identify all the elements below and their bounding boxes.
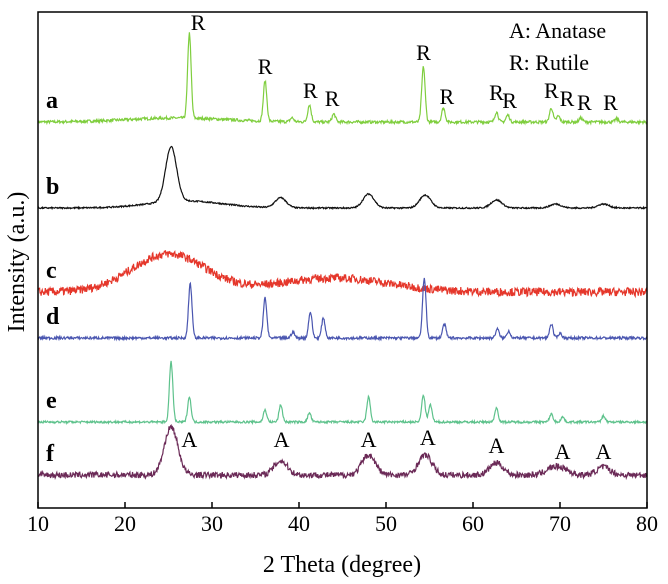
- legend-entry-anatase: A: Anatase: [509, 18, 606, 43]
- x-tick-label: 30: [201, 511, 223, 536]
- rutile-peak-label: R: [416, 40, 431, 65]
- series-label-d: d: [46, 304, 60, 330]
- series-line-d: [37, 277, 648, 342]
- x-tick-label: 70: [549, 511, 571, 536]
- rutile-peak-label: R: [502, 88, 517, 113]
- anatase-peak-label: A: [361, 427, 377, 452]
- rutile-peak-label: R: [544, 78, 559, 103]
- series-label-b: b: [46, 174, 59, 200]
- series-label-e: e: [46, 388, 57, 414]
- legend-entry-rutile: R: Rutile: [509, 50, 589, 75]
- anatase-peak-label: A: [420, 425, 436, 450]
- rutile-peak-label: R: [560, 86, 575, 111]
- series-line-a: [37, 32, 648, 126]
- series-line-e: [37, 360, 647, 426]
- series-label-f: f: [46, 441, 55, 467]
- plot-frame: [37, 11, 648, 509]
- series-label-c: c: [46, 258, 57, 284]
- x-tick-label: 40: [288, 511, 310, 536]
- series-line-f: [37, 424, 648, 481]
- series-label-a: a: [46, 88, 58, 114]
- anatase-peak-label: A: [181, 427, 197, 452]
- peak-annotations: RRR RRR RR R R R RA A A A A A A: [181, 10, 618, 464]
- x-tick-label: 10: [27, 511, 49, 536]
- rutile-peak-label: R: [191, 10, 206, 35]
- x-tick-label: 60: [462, 511, 484, 536]
- x-tick-label: 80: [636, 511, 658, 536]
- rutile-peak-label: R: [603, 90, 618, 115]
- anatase-peak-label: A: [274, 427, 290, 452]
- rutile-peak-label: R: [489, 80, 504, 105]
- series-layer: a b cd e f: [37, 32, 648, 481]
- anatase-peak-label: A: [489, 433, 505, 458]
- rutile-peak-label: R: [325, 86, 340, 111]
- y-axis-title: Intensity (a.u.): [4, 192, 30, 333]
- x-axis: 10 20 30 40 50 60 70 80: [27, 502, 658, 536]
- anatase-peak-label: A: [596, 439, 612, 464]
- rutile-peak-label: R: [258, 54, 273, 79]
- x-axis-title: 2 Theta (degree): [263, 552, 421, 578]
- rutile-peak-label: R: [440, 84, 455, 109]
- series-line-c: [37, 249, 648, 299]
- legend: A: Anatase R: Rutile: [509, 18, 606, 75]
- anatase-peak-label: A: [555, 439, 571, 464]
- rutile-peak-label: R: [577, 90, 592, 115]
- rutile-peak-label: R: [303, 78, 318, 103]
- x-tick-label: 50: [375, 511, 397, 536]
- series-line-b: [37, 145, 647, 211]
- x-tick-label: 20: [114, 511, 136, 536]
